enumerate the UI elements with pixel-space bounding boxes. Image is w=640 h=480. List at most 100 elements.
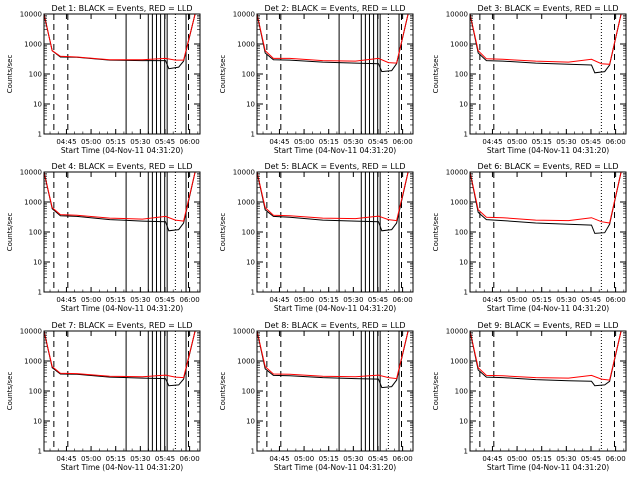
x-tick-label: 05:30 [556, 296, 576, 304]
detector-panel-6: 1 10 100 1000 10000 04:45 05:00 05:15 05:30 05:45… [432, 162, 627, 313]
x-tick-label: 05:30 [556, 455, 576, 463]
detector-panel-4: 1 10 100 1000 10000 04:45 05:00 05:15 05:30 05:45… [6, 162, 201, 313]
x-tick-label: 05:00 [81, 138, 101, 146]
detector-panel-5: 1 10 100 1000 10000 04:45 05:00 05:15 05:30 05:45… [219, 162, 414, 313]
y-tick-label: 1000 [237, 358, 255, 366]
x-axis-label: Start Time (04-Nov-11 04:31:20) [274, 463, 396, 472]
y-tick-label: 1 [251, 448, 255, 456]
y-tick-label: 1 [464, 448, 468, 456]
x-axis-label: Start Time (04-Nov-11 04:31:20) [61, 463, 183, 472]
series-line-events [43, 171, 196, 232]
y-axis-label: Counts/sec [219, 372, 227, 411]
x-tick-label: 05:00 [81, 455, 101, 463]
x-tick-label: 05:15 [106, 455, 126, 463]
series-line-events [469, 171, 622, 234]
series-line-events [256, 13, 409, 73]
series-line-lld [43, 13, 196, 61]
x-axis-label: Start Time (04-Nov-11 04:31:20) [61, 304, 183, 313]
x-tick-label: 06:00 [393, 455, 413, 463]
x-tick-label: 05:30 [343, 296, 363, 304]
x-tick-label: 05:15 [532, 296, 552, 304]
y-tick-label: 1000 [24, 199, 42, 207]
y-tick-label: 1 [464, 289, 468, 297]
x-tick-label: 04:45 [269, 138, 289, 146]
x-tick-label: 05:45 [581, 138, 601, 146]
panel-title: Det 6: BLACK = Events, RED = LLD [478, 162, 619, 171]
x-tick-label: 06:00 [180, 455, 200, 463]
x-tick-label: 05:30 [556, 138, 576, 146]
y-tick-label: 10000 [20, 11, 42, 19]
x-tick-label: 05:15 [319, 138, 339, 146]
y-tick-label: 1 [464, 131, 468, 139]
x-tick-label: 05:45 [155, 455, 175, 463]
series-line-lld [469, 13, 622, 65]
y-tick-label: 10 [33, 101, 42, 109]
y-tick-label: 100 [29, 388, 42, 396]
y-tick-label: 1000 [237, 41, 255, 49]
panel-title: Det 9: BLACK = Events, RED = LLD [478, 321, 619, 330]
y-axis-label: Counts/sec [432, 213, 440, 252]
series-line-events [256, 330, 409, 389]
y-tick-label: 1 [38, 448, 42, 456]
y-tick-label: 10 [459, 418, 468, 426]
y-tick-label: 10000 [20, 169, 42, 177]
x-tick-label: 05:45 [368, 296, 388, 304]
detector-panel-3: 1 10 100 1000 10000 04:45 05:00 05:15 05:30 05:45… [432, 4, 627, 155]
detector-panel-1: 1 10 100 1000 10000 04:45 05:00 05:15 05:30 05:45… [6, 4, 201, 155]
x-axis-label: Start Time (04-Nov-11 04:31:20) [274, 146, 396, 155]
y-axis-label: Counts/sec [219, 55, 227, 94]
series-line-lld [256, 13, 409, 64]
x-tick-label: 05:15 [319, 455, 339, 463]
x-tick-label: 06:00 [606, 296, 626, 304]
y-tick-label: 100 [455, 388, 468, 396]
x-tick-label: 06:00 [180, 138, 200, 146]
y-tick-label: 10 [459, 101, 468, 109]
y-tick-label: 1000 [24, 41, 42, 49]
y-tick-label: 100 [29, 229, 42, 237]
y-tick-label: 1 [38, 289, 42, 297]
x-tick-label: 05:45 [155, 296, 175, 304]
y-axis-label: Counts/sec [6, 55, 14, 94]
y-tick-label: 1000 [450, 358, 468, 366]
detector-panel-8: 1 10 100 1000 10000 04:45 05:00 05:15 05:30 05:45… [219, 321, 414, 472]
y-tick-label: 10000 [233, 328, 255, 336]
x-tick-label: 05:45 [581, 455, 601, 463]
y-tick-label: 1 [38, 131, 42, 139]
series-line-events [469, 330, 622, 387]
x-tick-label: 05:30 [130, 455, 150, 463]
y-tick-label: 10 [33, 418, 42, 426]
x-tick-label: 05:30 [130, 138, 150, 146]
series-line-lld [43, 330, 196, 379]
detector-panel-7: 1 10 100 1000 10000 04:45 05:00 05:15 05:30 05:45… [6, 321, 201, 472]
series-line-lld [256, 330, 409, 380]
x-tick-label: 04:45 [269, 455, 289, 463]
x-tick-label: 04:45 [482, 138, 502, 146]
detector-panel-2: 1 10 100 1000 10000 04:45 05:00 05:15 05:30 05:45… [219, 4, 414, 155]
y-tick-label: 1000 [24, 358, 42, 366]
x-tick-label: 05:00 [507, 296, 527, 304]
series-line-lld [469, 171, 622, 224]
x-tick-label: 05:45 [581, 296, 601, 304]
y-tick-label: 10 [246, 259, 255, 267]
x-axis-label: Start Time (04-Nov-11 04:31:20) [61, 146, 183, 155]
x-tick-label: 05:00 [81, 296, 101, 304]
x-tick-label: 05:00 [294, 296, 314, 304]
y-tick-label: 100 [242, 71, 255, 79]
panel-title: Det 4: BLACK = Events, RED = LLD [52, 162, 193, 171]
series-line-events [43, 330, 196, 387]
y-tick-label: 10 [33, 259, 42, 267]
series-line-events [43, 13, 196, 70]
y-axis-label: Counts/sec [432, 372, 440, 411]
detector-panel-9: 1 10 100 1000 10000 04:45 05:00 05:15 05:30 05:45… [432, 321, 627, 472]
y-tick-label: 100 [455, 229, 468, 237]
x-tick-label: 06:00 [393, 138, 413, 146]
y-tick-label: 10 [459, 259, 468, 267]
y-tick-label: 10000 [233, 169, 255, 177]
x-tick-label: 05:00 [507, 138, 527, 146]
panel-title: Det 1: BLACK = Events, RED = LLD [52, 4, 193, 13]
x-tick-label: 04:45 [269, 296, 289, 304]
y-tick-label: 100 [242, 388, 255, 396]
series-line-events [469, 13, 622, 74]
x-tick-label: 05:15 [106, 296, 126, 304]
